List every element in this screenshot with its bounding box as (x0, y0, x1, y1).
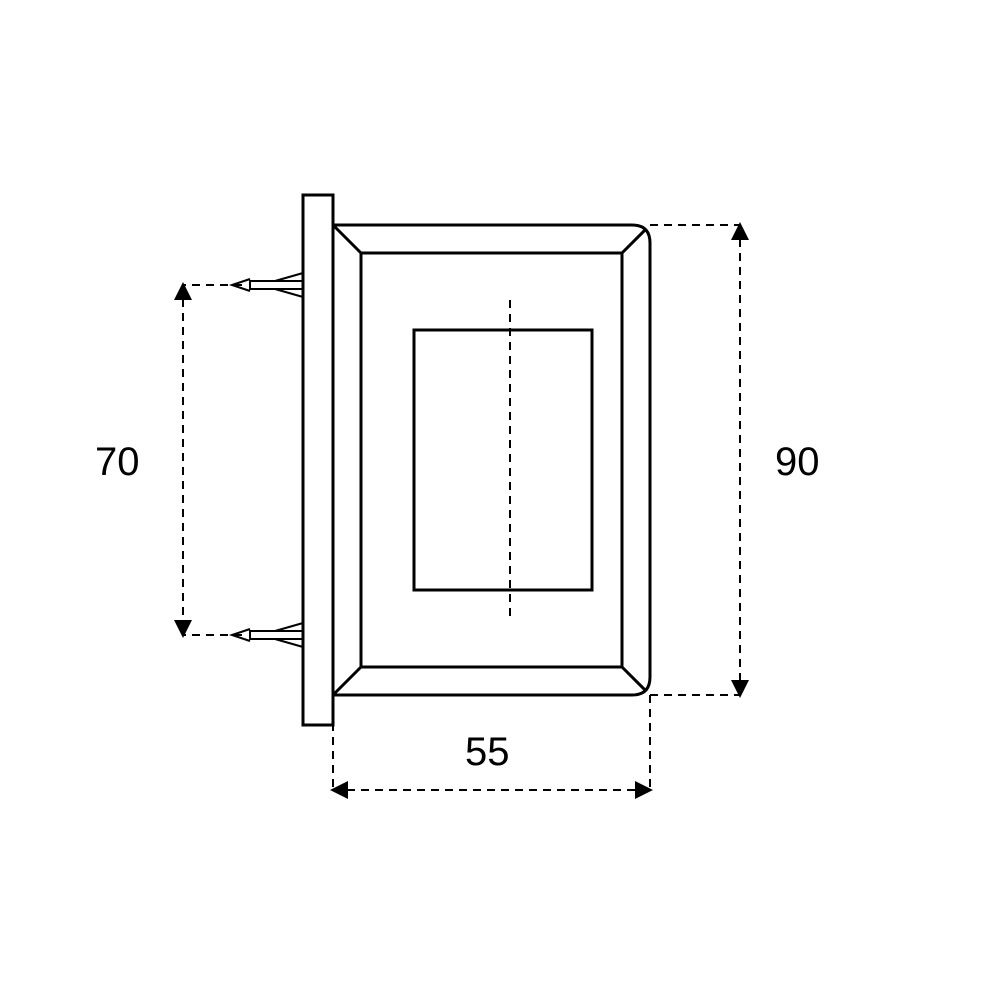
dim-label-90: 90 (775, 440, 820, 484)
dim-label-55: 55 (465, 730, 510, 774)
screw-shaft-0 (250, 281, 303, 289)
dim-label-70: 70 (95, 440, 140, 484)
screw-shaft-1 (250, 631, 303, 639)
body-face (361, 253, 622, 667)
screw-flare-1 (275, 623, 303, 647)
drawing-group: 70 90 55 (95, 195, 820, 790)
screw-flare-0 (275, 273, 303, 297)
mount-plate (303, 195, 333, 725)
technical-drawing: 70 90 55 (0, 0, 1000, 1000)
body-outline (333, 225, 650, 695)
inner-panel (414, 330, 592, 590)
